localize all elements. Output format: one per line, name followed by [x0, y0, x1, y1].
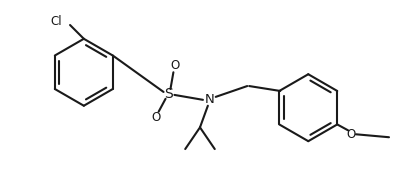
Text: O: O	[171, 59, 180, 72]
Text: S: S	[164, 87, 173, 101]
Text: O: O	[346, 128, 356, 141]
Text: N: N	[205, 93, 215, 106]
Text: Cl: Cl	[51, 15, 62, 28]
Text: O: O	[151, 111, 160, 124]
